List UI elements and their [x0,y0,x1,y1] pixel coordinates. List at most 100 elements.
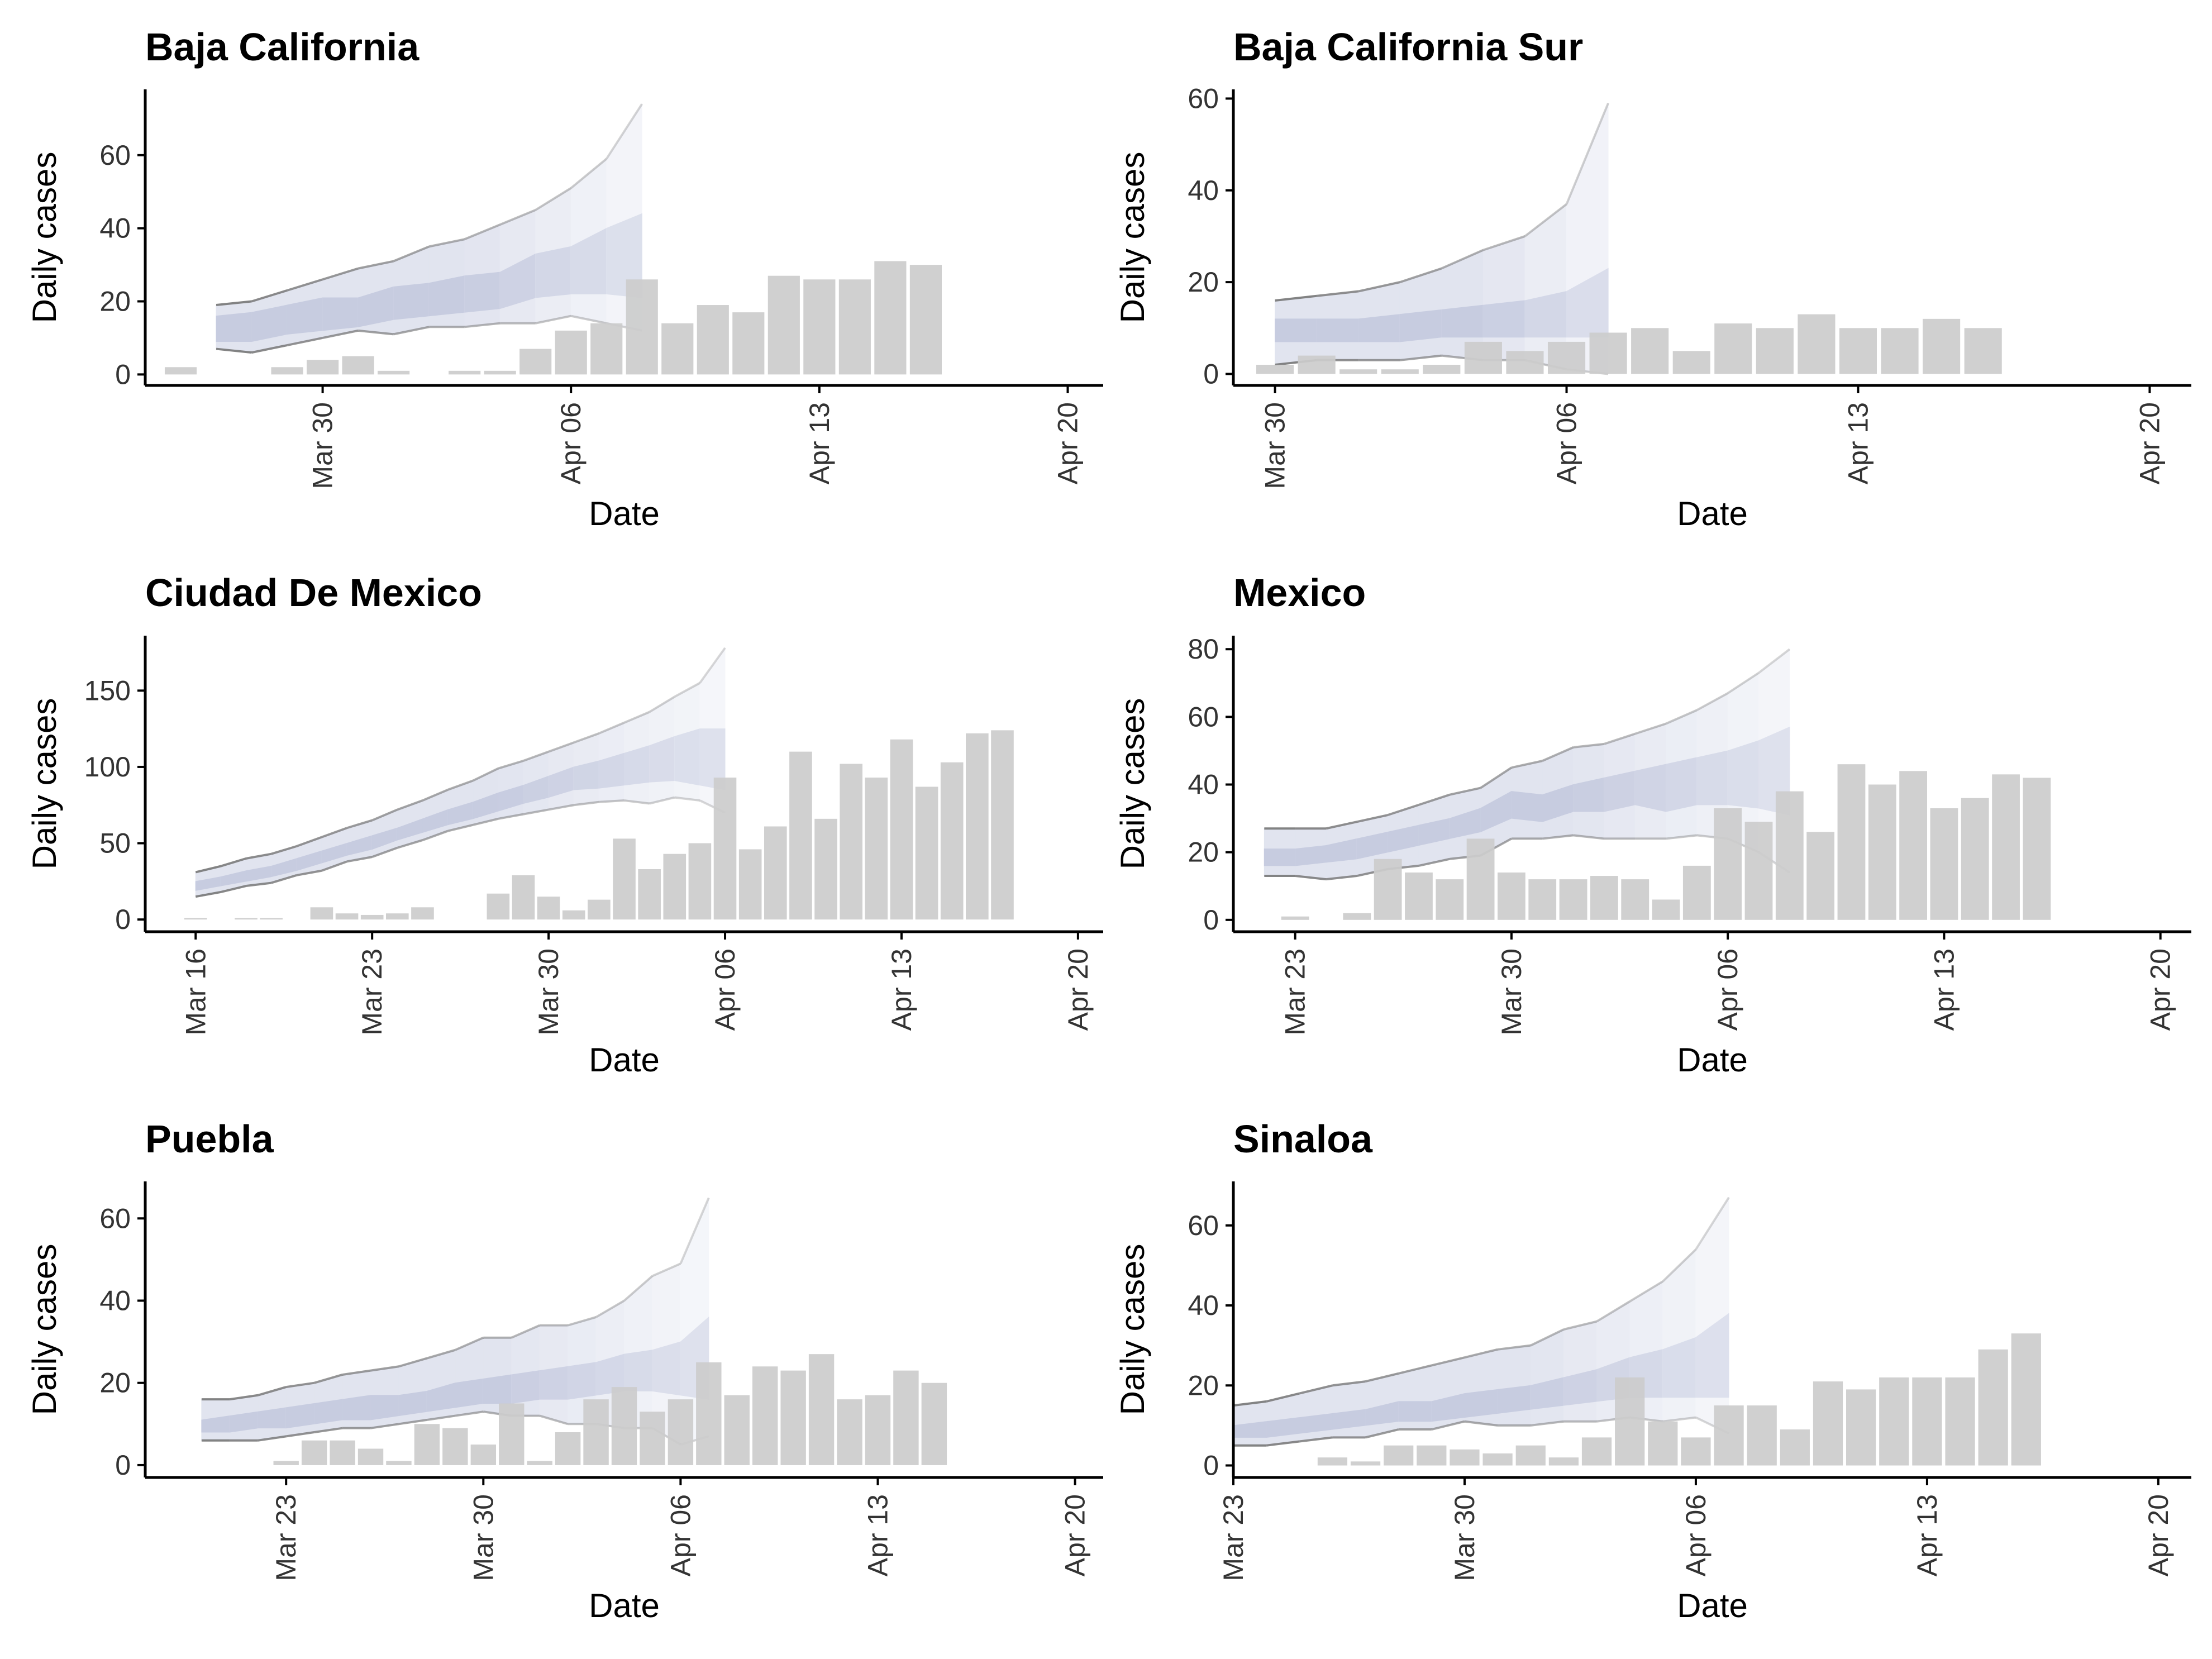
bar [764,826,787,920]
band-50-segment [428,275,465,317]
upper90-line-segment [1266,1392,1300,1403]
upper90-line-segment [1299,1384,1333,1395]
upper90-line-segment [428,238,465,248]
x-axis-title: Date [589,1587,660,1624]
band-50-segment [1604,770,1636,812]
x-tick-label: Apr 20 [1060,1494,1091,1576]
bar [1547,341,1586,374]
band-50-segment [455,1378,484,1408]
lower90-line-segment [398,1418,427,1426]
bar [1405,873,1433,920]
band-50-segment [322,297,359,331]
bar [1498,873,1525,920]
bar [613,838,636,920]
upper90-line-segment [595,1299,625,1318]
upper90-line-segment [1398,1364,1432,1375]
upper90-line-segment [573,732,600,744]
lower90-line-segment [649,796,675,805]
x-tick-label: Apr 13 [862,1494,893,1576]
bar [966,733,989,920]
y-axis-title: Daily cases [1114,698,1151,870]
bar [1714,808,1742,920]
upper90-line-segment [258,1386,287,1396]
upper90-line-segment [523,750,549,762]
panel-title: Baja California Sur [1233,25,1583,69]
x-tick-label: Apr 06 [665,1494,696,1576]
y-tick-label: 0 [115,904,131,935]
bar [1964,328,2002,374]
upper90-line-segment [1497,1344,1531,1351]
band-50-segment [674,728,700,786]
panel-title: Sinaloa [1233,1117,1373,1161]
bar [638,869,661,920]
band-50-segment [1497,1385,1531,1414]
lower90-line-segment [535,314,571,325]
lower90-line-segment [271,874,297,884]
bar [2011,1333,2041,1466]
bar [260,918,283,920]
band-50-segment [464,271,500,313]
upper90-line-segment [623,1275,654,1302]
y-axis-title: Daily cases [26,152,63,323]
upper90-line-segment [422,789,449,802]
upper90-line-segment [535,187,572,211]
upper90-line-segment [498,760,524,770]
bar [1912,1377,1942,1466]
lower90-line-segment [1400,354,1442,361]
upper90-line-segment [321,827,347,838]
bar [1417,1445,1447,1466]
bar [1780,1429,1810,1466]
upper90-line-segment [472,767,499,782]
x-tick-label: Apr 06 [1551,402,1582,484]
bar [1930,808,1958,920]
bar [724,1395,750,1465]
bar [512,875,535,920]
upper90-line-segment [674,681,700,698]
y-tick-label: 60 [99,1203,131,1234]
bar [838,279,871,375]
lower90-line-segment [258,1435,287,1442]
lower90-line-segment [464,322,500,328]
x-tick-label: Apr 20 [2145,948,2176,1031]
lower90-line-segment [523,808,549,816]
bar [626,279,658,375]
panel-ciudad-de-mexico: Ciudad De Mexico 0 50 100 150 Mar 16 Mar 23 Ma… [26,571,1103,1079]
lower90-line-segment [397,839,423,849]
x-tick-label: Apr 20 [1052,402,1083,484]
bar [1868,784,1896,920]
lower90-line-segment [1295,875,1327,881]
upper90-line-segment [1275,294,1317,302]
bar [378,370,410,375]
upper90-line-segment [1480,766,1513,789]
upper90-line-segment [455,1336,484,1351]
x-axis-title: Date [1677,1041,1748,1079]
band-90-segment [1695,1196,1729,1434]
upper90-line-segment [1542,746,1574,762]
band-50-segment [535,246,571,298]
panel-puebla: Puebla 0 20 40 60 Mar 23 Mar 30 Apr 06 Apr 13 Ap… [26,1117,1103,1624]
bar [470,1445,496,1465]
upper90-line-segment [699,647,726,684]
bar [1506,351,1544,374]
upper90-line-segment [1358,281,1400,293]
upper90-line-segment [285,1381,314,1389]
bar [865,778,888,920]
bar [640,1412,665,1465]
upper90-line-segment [598,721,625,735]
panel-baja-california-sur: Baja California Sur 0 20 40 60 Mar 30 Apr 06 A… [1114,25,2191,532]
panel-mexico: Mexico 0 20 40 60 80 Mar 23 Mar 30 Apr 06 Apr 13… [1114,571,2191,1079]
y-tick-label: 40 [99,213,131,244]
bar [1374,859,1402,920]
panel-baja-california: Baja California 0 20 40 60 Mar 30 Apr 06 Apr 1… [26,25,1103,532]
y-tick-label: 50 [99,828,131,859]
upper90-line-segment [1665,709,1698,725]
y-tick-label: 100 [84,751,131,783]
panel-title: Mexico [1233,571,1366,614]
lower90-line-segment [498,813,524,820]
y-tick-label: 60 [1188,701,1219,732]
bar [1879,1377,1909,1466]
upper90-line-segment [346,819,373,830]
y-axis-title: Daily cases [1114,1244,1151,1415]
band-50-segment [511,1370,540,1404]
bar [840,764,862,920]
